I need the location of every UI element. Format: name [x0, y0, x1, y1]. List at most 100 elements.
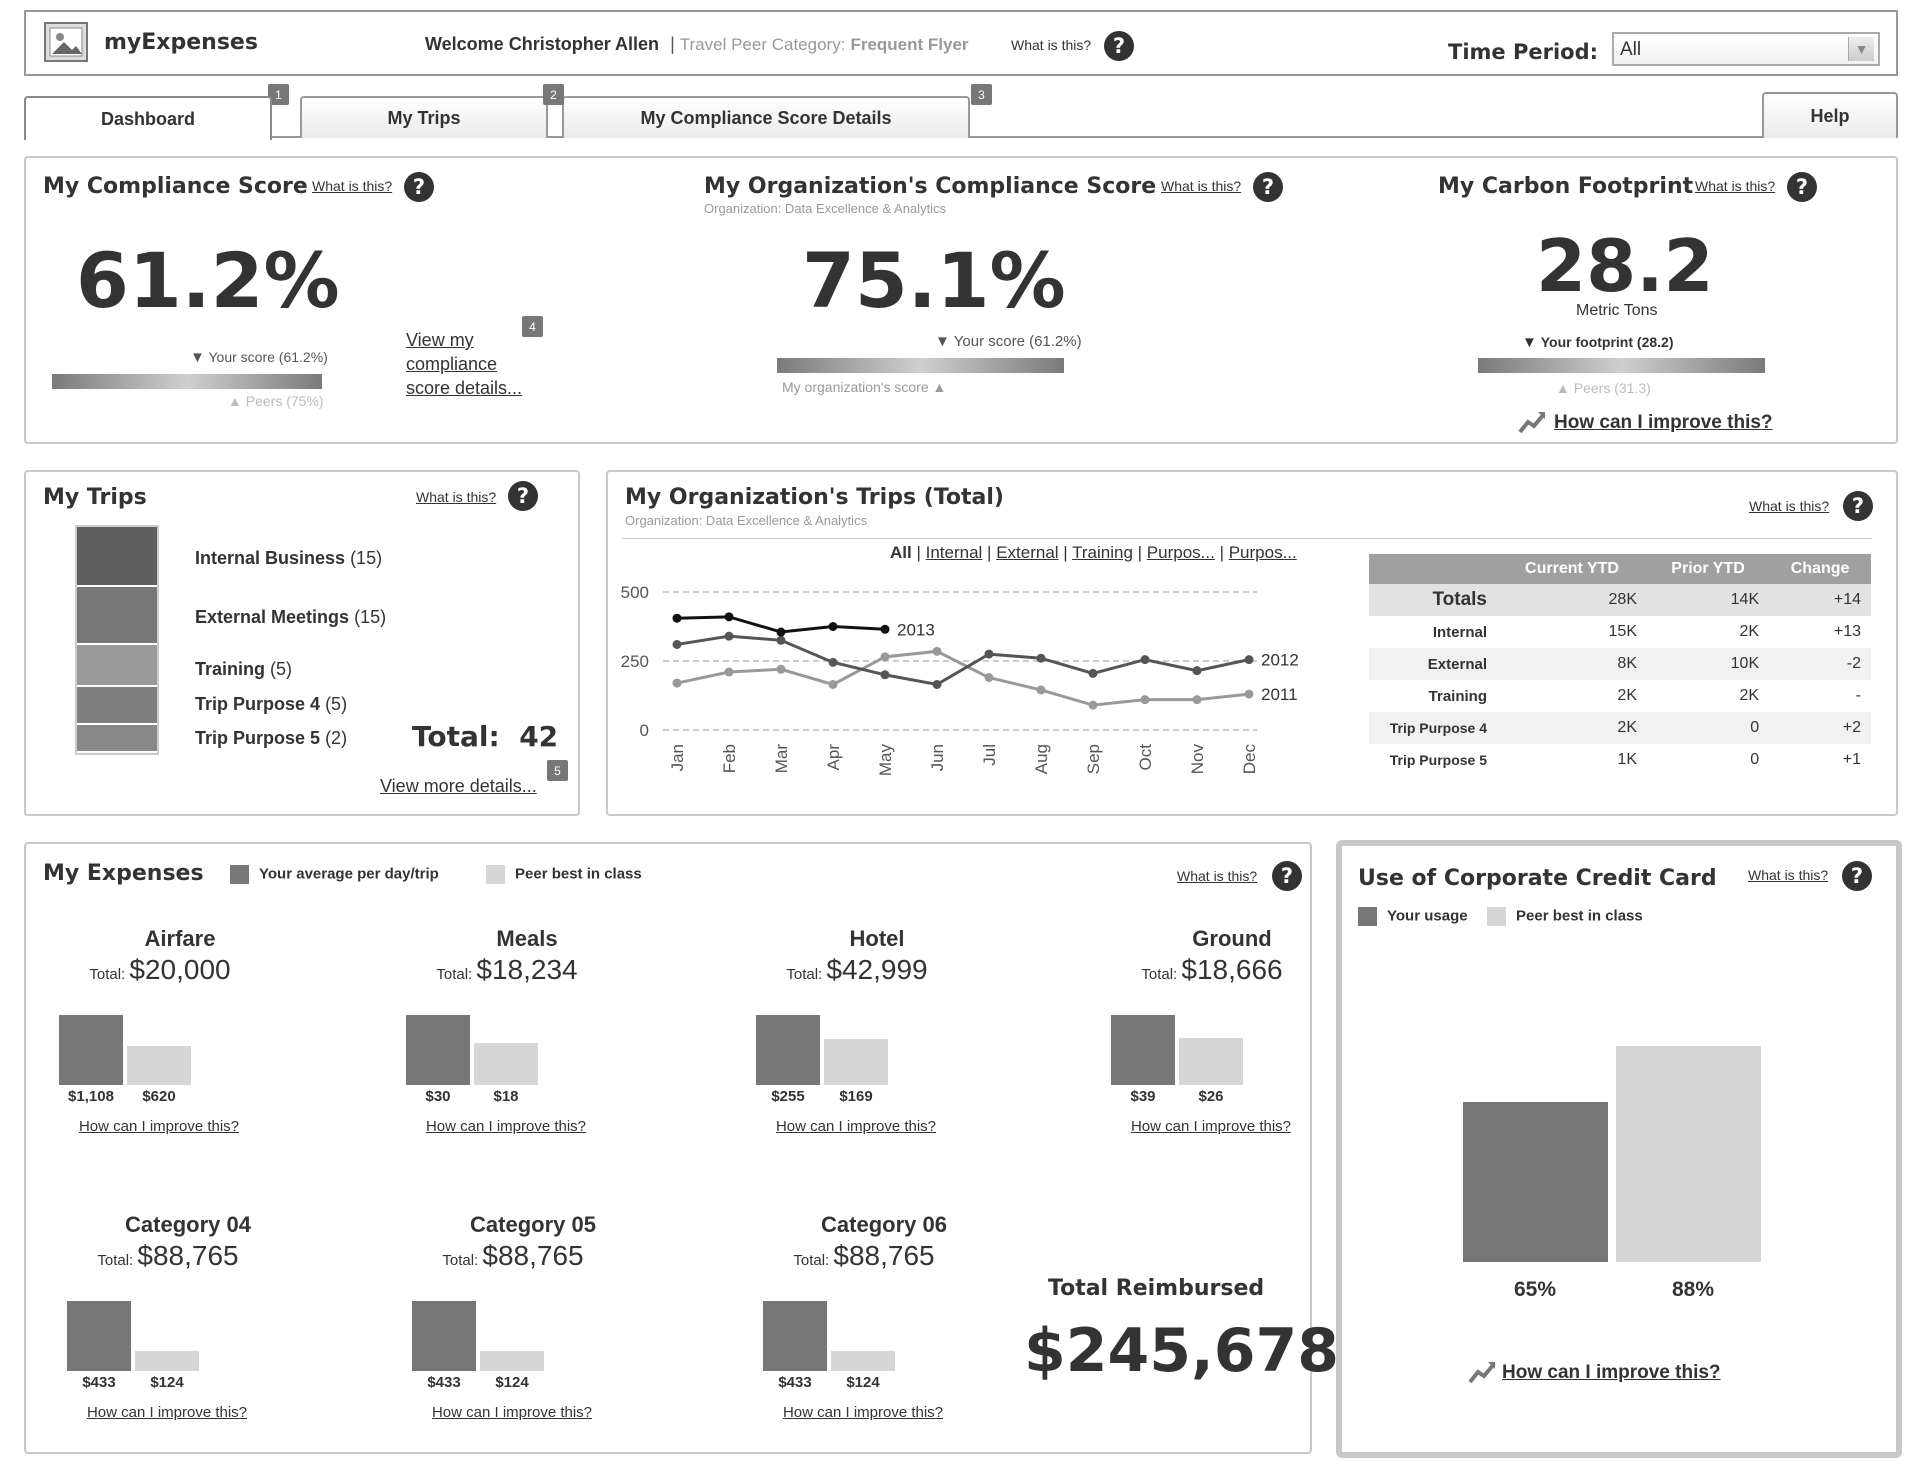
table-row: Trip Purpose 5 1K 0 +1 — [1369, 744, 1871, 776]
expense-improve-link[interactable]: How can I improve this? — [775, 1118, 937, 1135]
credit-card-title: Use of Corporate Credit Card — [1358, 866, 1717, 891]
data-point — [724, 612, 734, 622]
your-footprint-marker: ▼ Your footprint (28.2) — [1522, 334, 1673, 351]
row-label: Training — [1428, 687, 1487, 705]
trips-total: Total: 42 — [412, 720, 558, 753]
expense-category-name: Ground — [1192, 926, 1272, 951]
carbon-gradient-bar — [1478, 358, 1765, 373]
cell-prior: 14K — [1647, 584, 1770, 616]
credit-legend-usage: Your usage — [1358, 907, 1468, 926]
x-tick-label: Jun — [928, 744, 947, 771]
total-label: Total: — [436, 966, 473, 983]
credit-card-help-icon[interactable]: ? — [1842, 861, 1872, 891]
time-period-label: Time Period: — [1448, 40, 1599, 64]
compliance-gradient-bar — [52, 374, 322, 389]
view-compliance-details-link[interactable]: View my compliance score details... — [406, 330, 523, 398]
table-row: Training 2K 2K - — [1369, 680, 1871, 712]
row-label: Trip Purpose 4 — [1369, 712, 1497, 744]
compliance-what-is-this[interactable]: What is this? — [312, 178, 393, 194]
total-label: Total: — [442, 1252, 479, 1269]
org-compliance-help-icon[interactable]: ? — [1253, 172, 1283, 202]
expense-category-name: Airfare — [144, 926, 216, 951]
filter-external[interactable]: External — [996, 543, 1059, 562]
trips-total-label: Total: — [412, 720, 500, 753]
your-score-label: Your score (61.2%) — [208, 349, 328, 365]
time-period-select[interactable]: All ▼ — [1612, 32, 1880, 66]
header-what-is-this[interactable]: What is this? — [1011, 37, 1092, 53]
row-label: External — [1369, 648, 1497, 680]
expense-improve-link[interactable]: How can I improve this? — [782, 1404, 944, 1421]
data-point — [672, 613, 682, 623]
org-your-score-label: Your score (61.2%) — [953, 333, 1082, 350]
data-point — [776, 627, 786, 637]
legend-dark-swatch — [230, 865, 249, 884]
expense-improve-link[interactable]: How can I improve this? — [431, 1404, 593, 1421]
expense-improve-link[interactable]: How can I improve this? — [425, 1118, 587, 1135]
org-compliance-what-is-this[interactable]: What is this? — [1161, 178, 1242, 194]
your-average-bar — [406, 1015, 470, 1085]
cell-change: +14 — [1769, 584, 1871, 616]
carbon-what-is-this[interactable]: What is this? — [1695, 178, 1776, 194]
filter-all[interactable]: All — [890, 543, 912, 562]
tab-dashboard-label: Dashboard — [100, 108, 196, 129]
triangle-down-icon: ▼ — [190, 349, 205, 366]
your-average-bar — [756, 1015, 820, 1085]
tab-help[interactable]: Help — [1762, 92, 1898, 138]
chevron-down-icon: ▼ — [1848, 37, 1874, 61]
org-trips-help-icon[interactable]: ? — [1843, 491, 1873, 521]
credit-card-what-is-this[interactable]: What is this? — [1748, 867, 1829, 883]
my-trips-what-is-this[interactable]: What is this? — [416, 489, 497, 505]
peer-best-bar — [480, 1351, 544, 1371]
your-average-bar — [59, 1015, 123, 1085]
carbon-peers-marker: ▲ Peers (31.3) — [1556, 380, 1651, 396]
peer-best-bar — [824, 1039, 888, 1085]
data-point — [776, 635, 786, 645]
data-point — [828, 622, 838, 631]
trips-stacked-bar — [75, 525, 159, 755]
data-point — [1088, 700, 1098, 710]
trip-item-training: Training (5) — [195, 659, 292, 680]
org-trips-org: Organization: Data Excellence & Analytic… — [625, 513, 868, 528]
data-point — [1192, 666, 1202, 676]
carbon-improve-link[interactable]: How can I improve this? — [1554, 412, 1773, 433]
cell-change: +13 — [1833, 623, 1861, 640]
credit-usage-bar — [1463, 1102, 1608, 1262]
expense-improve-link[interactable]: How can I improve this? — [86, 1404, 248, 1421]
carbon-help-icon[interactable]: ? — [1787, 172, 1817, 202]
expense-improve-link[interactable]: How can I improve this? — [1130, 1118, 1292, 1135]
trip-count: (2) — [325, 728, 348, 748]
credit-usage-label: 65% — [1513, 1278, 1557, 1301]
filter-training[interactable]: Training — [1072, 543, 1133, 562]
expense-improve-link[interactable]: How can I improve this? — [78, 1118, 240, 1135]
tab-compliance-details[interactable]: My Compliance Score Details — [562, 96, 970, 138]
filter-internal[interactable]: Internal — [925, 543, 983, 562]
cell-current: 1K — [1617, 751, 1637, 768]
tab-my-trips[interactable]: My Trips — [300, 96, 548, 138]
view-more-details-link[interactable]: View more details... — [380, 776, 537, 796]
filter-purpose-5[interactable]: Purpos... — [1228, 543, 1297, 562]
filter-purpose-4[interactable]: Purpos... — [1146, 543, 1215, 562]
credit-legend-peer: Peer best in class — [1487, 907, 1643, 926]
expenses-help-icon[interactable]: ? — [1272, 861, 1302, 891]
org-compliance-gradient-bar — [777, 358, 1064, 373]
table-row: Internal 15K 2K +13 — [1369, 616, 1871, 648]
x-tick-label: Oct — [1136, 744, 1155, 771]
header-help-icon[interactable]: ? — [1104, 31, 1134, 61]
org-trips-divider — [622, 538, 1872, 539]
tab-badge-3: 3 — [971, 84, 992, 105]
total-reimbursed-value: $245,678 — [1024, 1316, 1340, 1386]
data-point — [880, 670, 890, 680]
org-trips-what-is-this[interactable]: What is this? — [1749, 498, 1830, 514]
compliance-help-icon[interactable]: ? — [404, 172, 434, 202]
triangle-down-icon: ▼ — [1522, 334, 1537, 351]
my-trips-help-icon[interactable]: ? — [508, 481, 538, 511]
credit-improve-link[interactable]: How can I improve this? — [1502, 1362, 1721, 1383]
peer-best-bar — [831, 1351, 895, 1371]
data-point — [1088, 668, 1098, 678]
tab-dashboard[interactable]: Dashboard — [24, 96, 272, 140]
peers-label: Peers (75%) — [245, 393, 324, 409]
expense-category-total: Total: $18,666 — [1092, 954, 1332, 986]
expenses-what-is-this[interactable]: What is this? — [1177, 868, 1258, 884]
org-trips-panel — [606, 470, 1898, 816]
my-trips-title: My Trips — [43, 485, 147, 510]
